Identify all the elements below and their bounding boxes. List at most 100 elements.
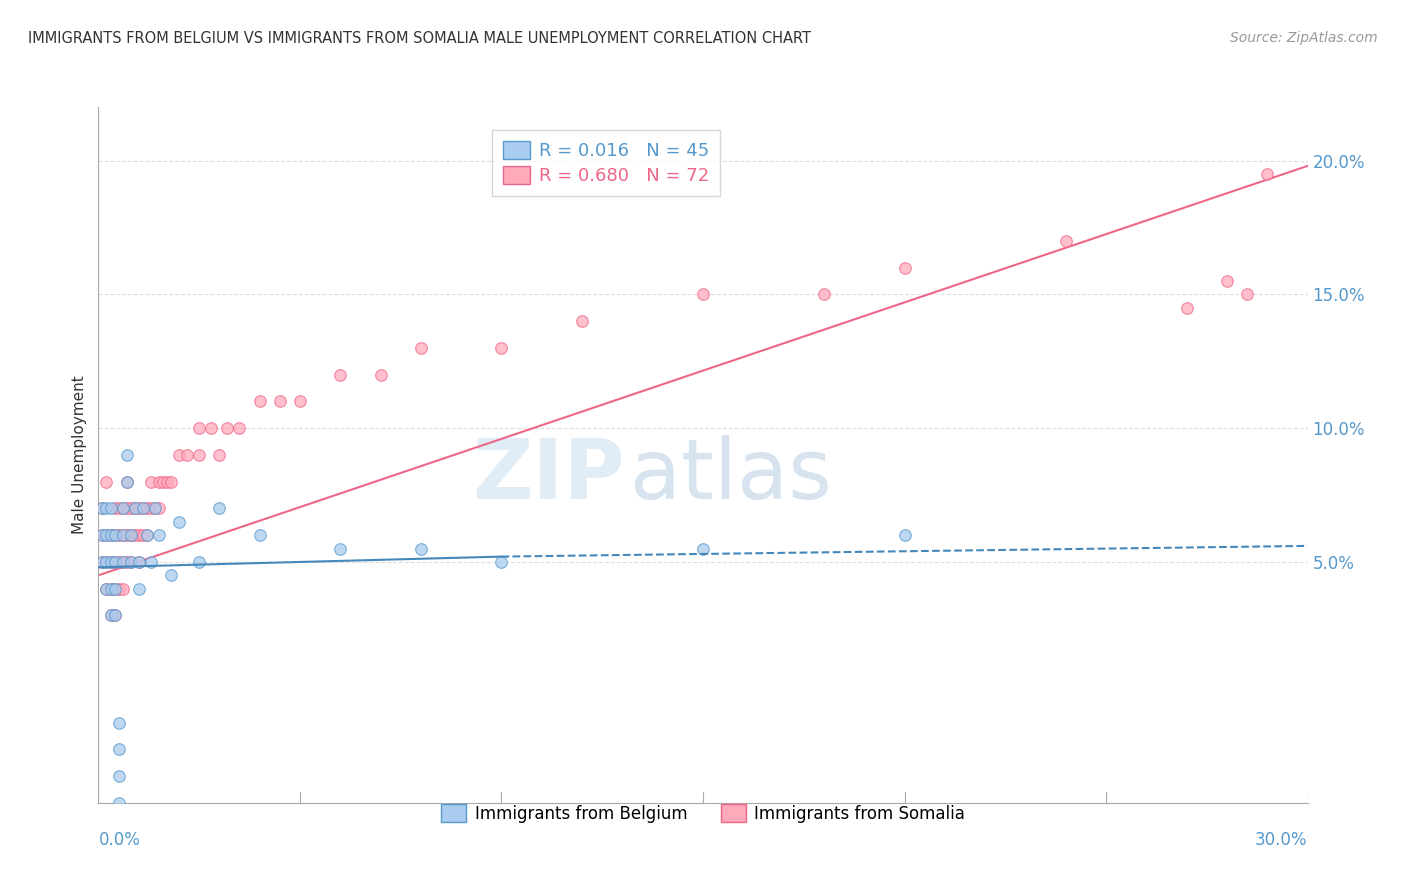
Point	[370, 368, 392, 382]
Point	[329, 368, 352, 382]
Point	[1175, 301, 1198, 315]
Point	[103, 582, 125, 596]
Point	[107, 582, 129, 596]
Point	[128, 555, 150, 569]
Point	[91, 528, 114, 542]
Point	[115, 555, 138, 569]
Point	[115, 475, 138, 489]
Point	[103, 555, 125, 569]
Point	[107, 715, 129, 730]
Point	[208, 501, 231, 516]
Point	[111, 501, 134, 516]
Point	[91, 528, 114, 542]
Point	[409, 341, 432, 355]
Point	[96, 582, 118, 596]
Text: 30.0%: 30.0%	[1256, 830, 1308, 848]
Point	[120, 555, 142, 569]
Point	[176, 448, 198, 462]
Point	[115, 448, 138, 462]
Point	[135, 528, 157, 542]
Text: ZIP: ZIP	[472, 435, 624, 516]
Point	[692, 287, 714, 301]
Point	[491, 341, 513, 355]
Point	[96, 475, 118, 489]
Point	[249, 528, 271, 542]
Point	[132, 528, 155, 542]
Point	[107, 796, 129, 810]
Point	[100, 501, 122, 516]
Point	[160, 475, 183, 489]
Point	[91, 501, 114, 516]
Point	[100, 608, 122, 623]
Point	[139, 555, 162, 569]
Point	[107, 501, 129, 516]
Point	[409, 541, 432, 556]
Point	[91, 555, 114, 569]
Point	[115, 528, 138, 542]
Point	[217, 421, 239, 435]
Point	[156, 475, 179, 489]
Point	[107, 528, 129, 542]
Point	[96, 501, 118, 516]
Point	[128, 501, 150, 516]
Point	[188, 555, 211, 569]
Point	[491, 555, 513, 569]
Point	[120, 528, 142, 542]
Point	[893, 260, 915, 275]
Point	[200, 421, 222, 435]
Point	[124, 501, 146, 516]
Point	[111, 528, 134, 542]
Point	[100, 608, 122, 623]
Point	[103, 608, 125, 623]
Point	[228, 421, 250, 435]
Point	[132, 501, 155, 516]
Point	[96, 528, 118, 542]
Point	[100, 582, 122, 596]
Point	[208, 448, 231, 462]
Point	[143, 501, 166, 516]
Point	[813, 287, 835, 301]
Y-axis label: Male Unemployment: Male Unemployment	[72, 376, 87, 534]
Point	[100, 528, 122, 542]
Legend: Immigrants from Belgium, Immigrants from Somalia: Immigrants from Belgium, Immigrants from…	[434, 797, 972, 830]
Text: 0.0%: 0.0%	[98, 830, 141, 848]
Point	[143, 501, 166, 516]
Point	[115, 501, 138, 516]
Text: IMMIGRANTS FROM BELGIUM VS IMMIGRANTS FROM SOMALIA MALE UNEMPLOYMENT CORRELATION: IMMIGRANTS FROM BELGIUM VS IMMIGRANTS FR…	[28, 31, 811, 46]
Point	[167, 448, 190, 462]
Point	[148, 501, 170, 516]
Point	[111, 528, 134, 542]
Point	[148, 528, 170, 542]
Point	[269, 394, 291, 409]
Point	[103, 582, 125, 596]
Point	[100, 582, 122, 596]
Point	[571, 314, 593, 328]
Point	[120, 555, 142, 569]
Point	[139, 475, 162, 489]
Point	[139, 501, 162, 516]
Point	[100, 555, 122, 569]
Point	[120, 501, 142, 516]
Point	[288, 394, 311, 409]
Point	[329, 541, 352, 556]
Point	[167, 515, 190, 529]
Point	[135, 501, 157, 516]
Text: Source: ZipAtlas.com: Source: ZipAtlas.com	[1230, 31, 1378, 45]
Point	[893, 528, 915, 542]
Point	[103, 528, 125, 542]
Point	[107, 555, 129, 569]
Point	[1236, 287, 1258, 301]
Point	[103, 528, 125, 542]
Point	[148, 475, 170, 489]
Point	[132, 501, 155, 516]
Point	[100, 555, 122, 569]
Point	[107, 742, 129, 756]
Point	[100, 528, 122, 542]
Point	[96, 582, 118, 596]
Point	[107, 769, 129, 783]
Point	[120, 528, 142, 542]
Point	[103, 555, 125, 569]
Point	[128, 528, 150, 542]
Text: atlas: atlas	[630, 435, 832, 516]
Point	[96, 528, 118, 542]
